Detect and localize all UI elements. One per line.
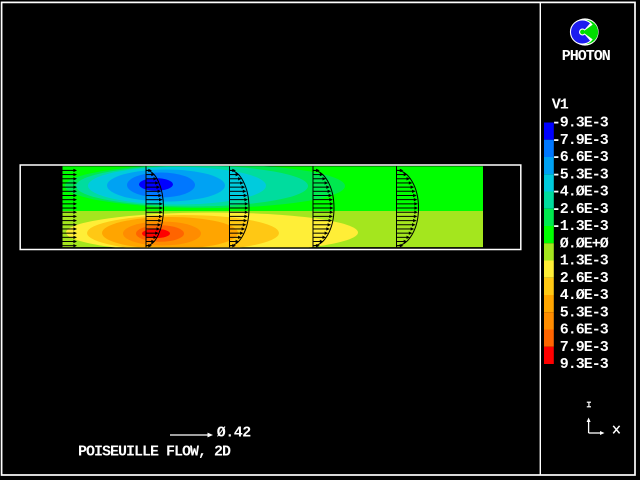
svg-text:-6.6E-3: -6.6E-3 — [552, 149, 609, 166]
svg-text:PHOTON: PHOTON — [562, 48, 611, 65]
svg-text:4.ØE-3: 4.ØE-3 — [552, 287, 609, 304]
svg-text:-7.9E-3: -7.9E-3 — [552, 132, 609, 149]
svg-text:2.6E-3: 2.6E-3 — [552, 270, 609, 287]
svg-text:7.9E-3: 7.9E-3 — [552, 339, 609, 356]
svg-text:-9.3E-3: -9.3E-3 — [552, 115, 609, 132]
svg-text:-4.ØE-3: -4.ØE-3 — [552, 184, 609, 201]
svg-text:9.3E-3: 9.3E-3 — [552, 356, 609, 373]
svg-text:6.6E-3: 6.6E-3 — [552, 322, 609, 339]
svg-text:-2.6E-3: -2.6E-3 — [552, 201, 609, 218]
svg-text:Ø.42: Ø.42 — [217, 425, 252, 442]
svg-text:-5.3E-3: -5.3E-3 — [552, 166, 609, 183]
svg-text:Ø.ØE+Ø: Ø.ØE+Ø — [552, 235, 609, 252]
svg-text:-1.3E-3: -1.3E-3 — [552, 218, 609, 235]
svg-text:5.3E-3: 5.3E-3 — [552, 304, 609, 321]
svg-text:POISEUILLE FLOW, 2D: POISEUILLE FLOW, 2D — [78, 444, 231, 461]
svg-text:1.3E-3: 1.3E-3 — [552, 253, 609, 270]
svg-text:V1: V1 — [552, 97, 569, 114]
